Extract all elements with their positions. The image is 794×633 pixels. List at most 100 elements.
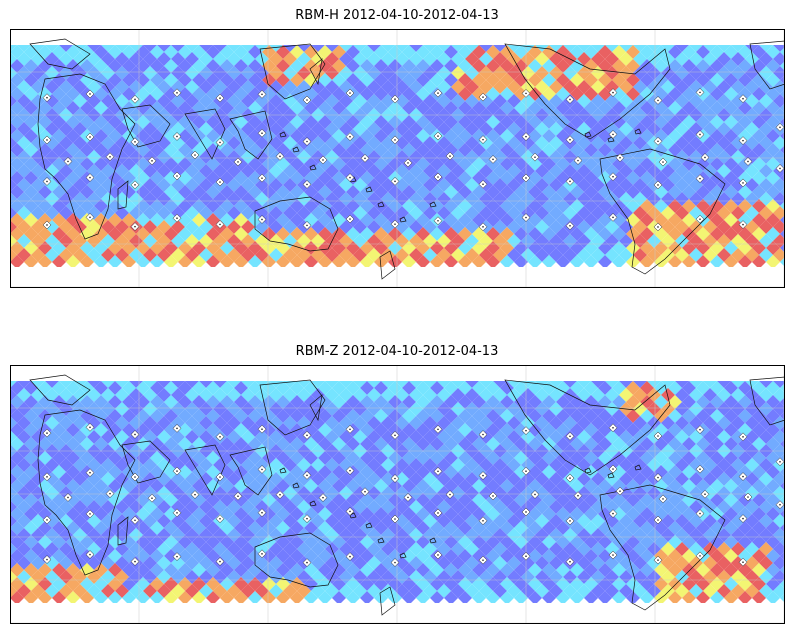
- station-marker: [105, 152, 115, 162]
- station-marker: [345, 132, 355, 142]
- station-marker: [743, 157, 753, 166]
- station-marker: [738, 514, 748, 523]
- station-marker: [345, 173, 355, 182]
- station-marker: [695, 214, 705, 224]
- station-marker: [695, 464, 705, 474]
- station-marker: [345, 88, 355, 98]
- graticule: [10, 29, 785, 288]
- station-marker: [653, 222, 663, 232]
- station-marker: [42, 472, 52, 482]
- station-marker: [565, 95, 575, 104]
- map-title-top: RBM-H 2012-04-10-2012-04-13: [295, 8, 499, 23]
- map-panel-bottom: [10, 365, 785, 624]
- station-marker: [190, 150, 200, 160]
- station-marker: [85, 173, 95, 182]
- station-marker: [738, 220, 748, 229]
- station-marker: [738, 472, 748, 481]
- station-marker: [172, 88, 182, 98]
- station-marker: [42, 135, 52, 145]
- station-marker: [695, 88, 705, 97]
- station-marker: [215, 177, 225, 187]
- station-marker: [275, 151, 285, 161]
- station-marker: [695, 130, 705, 139]
- station-marker: [302, 470, 312, 480]
- station-marker: [521, 89, 531, 98]
- station-marker: [302, 137, 312, 146]
- station-marker: [653, 96, 663, 105]
- station-marker: [42, 515, 52, 525]
- station-marker: [215, 220, 225, 229]
- station-marker: [390, 430, 400, 440]
- station-marker: [521, 466, 531, 476]
- station-marker: [738, 432, 748, 442]
- station-marker: [608, 130, 618, 139]
- station-marker: [172, 171, 182, 181]
- station-marker: [608, 509, 618, 518]
- station-marker: [658, 157, 668, 167]
- station-marker: [233, 491, 243, 501]
- station-marker: [42, 555, 52, 564]
- station-marker: [653, 136, 663, 146]
- station-marker: [478, 516, 488, 526]
- station-marker: [42, 428, 52, 438]
- station-marker: [775, 164, 785, 173]
- station-marker: [345, 507, 355, 516]
- station-marker: [85, 89, 95, 99]
- station-marker: [608, 464, 618, 474]
- station-marker: [478, 430, 488, 439]
- station-marker: [695, 425, 705, 435]
- station-marker: [390, 135, 400, 145]
- field-tiles: [10, 381, 785, 603]
- station-marker: [172, 213, 182, 223]
- station-marker: [695, 174, 705, 183]
- station-marker: [521, 213, 531, 222]
- station-marker: [738, 136, 748, 145]
- station-marker: [257, 508, 267, 518]
- station-marker: [433, 88, 443, 98]
- station-marker: [302, 514, 312, 524]
- map-frame: [10, 29, 785, 288]
- station-marker: [130, 430, 140, 439]
- station-marker: [215, 432, 225, 442]
- station-marker: [257, 89, 267, 99]
- station-marker: [433, 424, 443, 434]
- station-marker: [215, 472, 225, 482]
- station-marker: [695, 551, 705, 561]
- station-marker: [608, 172, 618, 182]
- station-marker: [318, 493, 328, 503]
- station-marker: [172, 466, 182, 476]
- station-marker: [775, 122, 785, 132]
- station-marker: [565, 431, 575, 441]
- station-marker: [608, 88, 618, 97]
- station-marker: [403, 158, 413, 168]
- station-marker: [172, 423, 182, 433]
- coastlines: [29, 374, 785, 616]
- station-marker: [521, 551, 531, 561]
- station-marker: [85, 212, 95, 222]
- station-marker: [130, 180, 140, 190]
- station-marker: [215, 514, 225, 524]
- station-marker: [521, 426, 531, 436]
- station-marker: [565, 473, 575, 483]
- station-marker: [390, 176, 400, 186]
- station-marker: [521, 507, 531, 517]
- station-marker: [521, 132, 531, 142]
- station-marker: [530, 152, 540, 162]
- station-marker: [345, 466, 355, 475]
- station-marker: [653, 431, 663, 441]
- station-marker: [565, 135, 575, 145]
- station-marker: [302, 180, 312, 189]
- station-marker: [565, 221, 575, 231]
- station-marker: [130, 557, 140, 566]
- station-marker: [615, 153, 625, 163]
- station-marker: [345, 552, 355, 561]
- station-marker: [275, 490, 285, 500]
- station-marker: [738, 94, 748, 104]
- station-marker: [318, 155, 328, 165]
- station-marker: [215, 557, 225, 566]
- station-marker: [215, 93, 225, 103]
- station-marker: [390, 514, 400, 524]
- map-title-bottom: RBM-Z 2012-04-10-2012-04-13: [295, 344, 499, 359]
- station-marker: [433, 550, 443, 560]
- station-marker: [700, 153, 710, 162]
